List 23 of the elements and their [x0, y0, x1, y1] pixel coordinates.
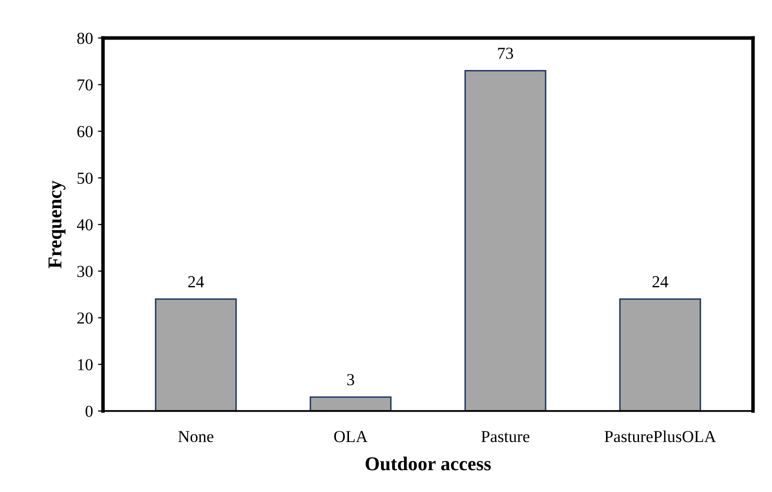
bar: [310, 396, 392, 411]
y-tick-label: 60: [77, 126, 93, 138]
y-tick-label: 80: [77, 32, 93, 44]
y-tick-label: 50: [78, 172, 93, 184]
y-tick-label: 40: [76, 219, 93, 230]
data-label: 3: [347, 374, 354, 386]
y-tick-label: 10: [78, 359, 93, 370]
bar: [619, 298, 702, 411]
bar: [464, 70, 546, 411]
x-tick-label: OLA: [334, 430, 368, 442]
y-tick-label: 30: [77, 266, 93, 278]
y-axis-title: Frequency: [48, 180, 66, 268]
y-tick-label: 0: [86, 406, 93, 417]
data-label: 24: [652, 276, 668, 288]
data-label: 24: [188, 276, 204, 288]
x-axis-title: Outdoor access: [366, 456, 491, 470]
y-tick-label: 70: [78, 79, 93, 91]
x-tick-label: Pasture: [481, 431, 530, 442]
x-tick-label: None: [178, 431, 214, 442]
data-label: 73: [498, 48, 514, 59]
bar: [154, 298, 237, 411]
x-tick-label: PasturePlusOLA: [604, 430, 716, 442]
y-tick-label: 20: [77, 312, 93, 324]
